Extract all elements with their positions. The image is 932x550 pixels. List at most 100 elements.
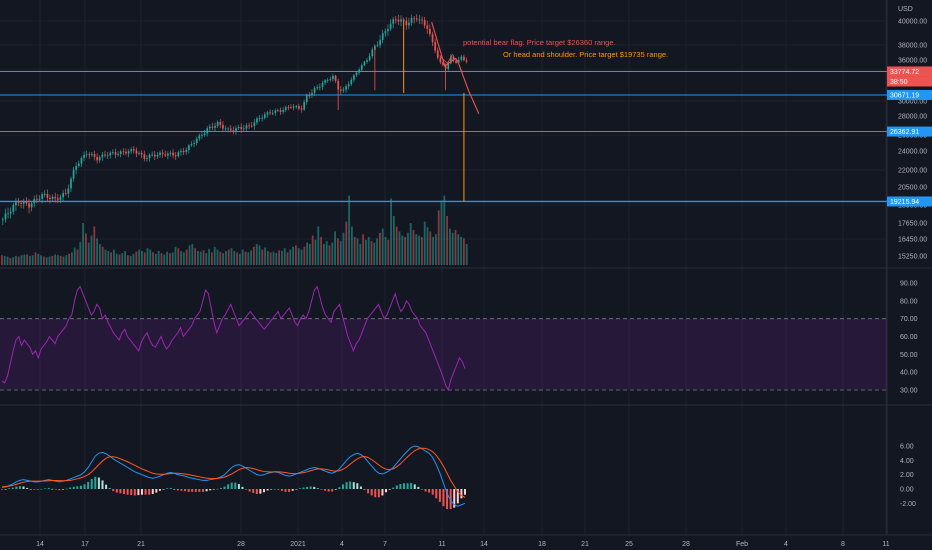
macd-label: 2.00	[900, 472, 914, 479]
time-label: 25	[625, 541, 633, 548]
macd-hist-bar	[108, 488, 111, 489]
macd-hist-bar	[47, 487, 50, 489]
horizontal-levels[interactable]	[0, 70, 887, 203]
macd-hist-bar	[263, 489, 266, 493]
macd-hist-bar	[133, 489, 136, 496]
volume-bar	[432, 237, 434, 265]
volume-bar	[418, 235, 420, 265]
candle	[319, 83, 321, 91]
macd-hist-bar	[395, 485, 398, 489]
candle	[214, 122, 216, 132]
price-axis-currency: USD	[898, 6, 913, 13]
volume-bar	[258, 245, 261, 265]
macd-hist-bar	[313, 486, 316, 489]
macd-hist-bar	[76, 486, 79, 489]
rsi-axis[interactable]: 90.00 80.00 70.00 60.00 50.00 40.00 30.00	[900, 281, 918, 395]
pane-separators	[0, 0, 932, 536]
candle	[429, 24, 431, 37]
candle	[33, 195, 36, 208]
candle	[235, 125, 237, 135]
candle	[371, 47, 374, 59]
volume-bar	[423, 221, 426, 265]
current-price-tag: 33774.72	[890, 69, 919, 76]
candle-body	[49, 197, 51, 200]
candle-body	[70, 178, 72, 189]
volume-bar	[264, 247, 266, 265]
candle-body	[83, 154, 85, 158]
time-label: 4	[784, 541, 788, 548]
candle	[274, 108, 277, 116]
candle-body	[180, 150, 182, 153]
candle	[112, 149, 114, 155]
candle	[156, 152, 159, 160]
macd-hist-bar	[180, 489, 183, 491]
macd-label: 0.00	[900, 487, 914, 494]
macd-hist-bar	[112, 489, 115, 492]
volume-bar	[460, 237, 462, 265]
time-axis[interactable]: 14 17 21 28 2021 4 7 11 14 18 21 25 28 Feb 4 8 11	[36, 541, 890, 548]
macd-hist-bar	[144, 489, 147, 495]
time-label: 14	[480, 541, 488, 548]
volume-bar	[57, 255, 59, 265]
candle	[381, 30, 384, 44]
candle-body	[72, 169, 75, 179]
macd-hist-bar	[176, 489, 179, 491]
candle-body	[38, 198, 41, 200]
macd-axis[interactable]: 6.00 4.00 2.00 0.00 -2.00	[900, 444, 916, 508]
volume-bar	[143, 252, 146, 265]
candle-body	[350, 79, 353, 85]
time-label: 28	[682, 541, 690, 548]
candle	[62, 190, 64, 202]
candle	[237, 124, 240, 130]
candle-body	[266, 112, 269, 115]
macd-hist-bar	[198, 489, 201, 492]
candle-body	[96, 156, 99, 161]
candle-body	[12, 205, 15, 212]
candle-body	[9, 211, 12, 214]
macd-hist-bar	[130, 489, 133, 496]
candle	[59, 194, 62, 204]
candle-body	[337, 80, 340, 90]
candle-body	[93, 154, 96, 157]
candle	[96, 153, 99, 164]
candle	[345, 84, 347, 93]
candle-body	[324, 80, 326, 83]
candle	[46, 189, 49, 202]
candle	[431, 31, 434, 46]
candle	[339, 86, 342, 95]
volume-bar	[306, 242, 308, 265]
volume-bar	[261, 249, 264, 265]
candle-body	[148, 154, 151, 159]
candle	[25, 197, 28, 206]
volume-bar	[362, 234, 364, 265]
candles[interactable]	[2, 14, 468, 225]
macd-label: 4.00	[900, 458, 914, 465]
macd-hist-bar	[359, 486, 362, 489]
candle-body	[284, 107, 287, 111]
candle-body	[156, 154, 159, 157]
candle	[321, 80, 324, 90]
volume-bar	[356, 238, 359, 265]
candle-body	[269, 112, 271, 114]
price-label: 28000.00	[898, 114, 927, 121]
volume-bar	[169, 253, 171, 265]
candle-body	[222, 124, 224, 129]
candle-body	[431, 34, 434, 43]
candle-body	[421, 19, 423, 21]
volume-bar	[85, 233, 87, 265]
volume-bar	[348, 195, 350, 265]
macd-hist-bar	[338, 487, 341, 489]
candle-body	[452, 56, 455, 61]
macd-hist-bar	[456, 489, 459, 504]
macd-hist-bar	[162, 489, 165, 490]
volume-bar	[289, 249, 292, 265]
volume-bar	[202, 250, 205, 265]
macd-hist-bar	[40, 489, 43, 490]
candle	[245, 123, 248, 132]
drawings[interactable]	[403, 21, 480, 202]
macd-hist-bar	[209, 489, 212, 491]
candle-body	[169, 152, 172, 154]
volume-bar	[90, 235, 93, 265]
candle-body	[7, 213, 9, 215]
